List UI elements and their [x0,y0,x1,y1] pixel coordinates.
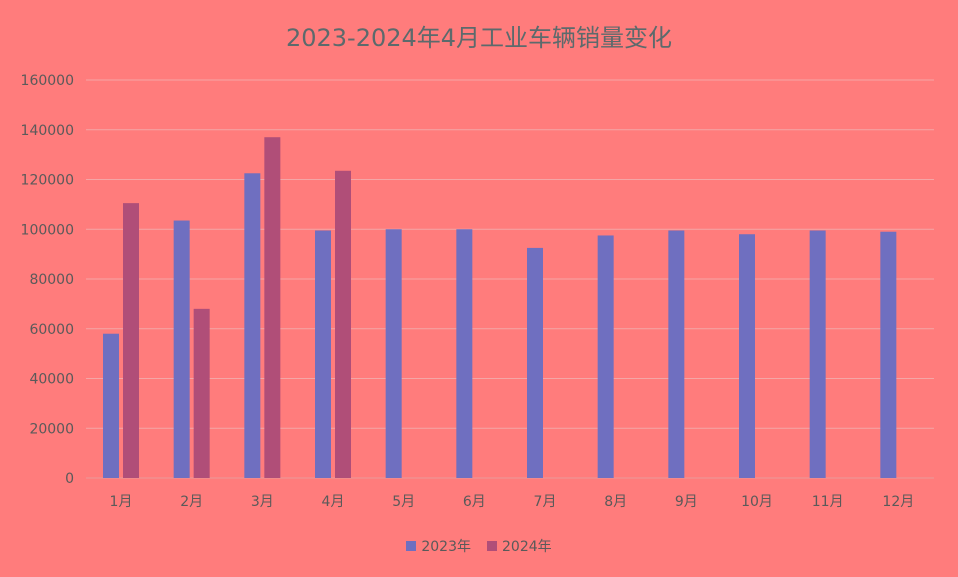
y-tick-label: 40000 [29,372,74,388]
bar-series1 [173,220,190,478]
x-tick-label: 7月 [534,494,557,510]
x-tick-label: 3月 [251,494,274,510]
x-tick-label: 6月 [463,494,486,510]
y-tick-label: 120000 [21,173,74,189]
legend-swatch [406,541,417,551]
legend-item: 2023年 [406,536,471,556]
x-tick-label: 8月 [604,494,627,510]
y-tick-label: 100000 [21,222,74,238]
legend: 2023年 2024年 [0,536,958,556]
x-tick-label: 4月 [322,494,345,510]
x-tick-label: 9月 [675,494,698,510]
bar-series1 [103,333,119,478]
y-tick-label: 0 [65,471,74,487]
x-tick-label: 1月 [110,494,133,510]
bar-series1 [244,173,261,478]
x-tick-label: 11月 [812,494,844,510]
x-tick-label: 2月 [180,494,203,510]
bar-series2 [123,203,139,478]
bar-series1 [385,229,402,478]
legend-item: 2024年 [487,536,552,556]
bar-series1 [315,230,331,478]
legend-swatch [487,541,497,551]
x-tick-label: 10月 [741,494,773,510]
bar-series1 [527,247,543,478]
bar-series2 [193,308,210,478]
y-tick-label: 60000 [29,322,74,338]
x-tick-label: 5月 [392,494,415,510]
y-tick-label: 20000 [29,421,74,437]
bar-series1 [739,234,755,478]
legend-label: 2024年 [502,539,552,555]
legend-label: 2023年 [421,539,471,555]
bar-series2 [264,137,281,478]
bar-series1 [880,231,897,478]
bar-series1 [668,230,685,478]
y-tick-label: 160000 [21,73,74,89]
y-tick-label: 80000 [29,272,74,288]
bar-series1 [597,235,614,478]
y-tick-label: 140000 [21,123,74,139]
x-tick-label: 12月 [882,494,914,510]
chart-title: 2023-2024年4月工业车辆销量变化 [285,24,673,52]
bar-series1 [456,229,473,478]
bar-series1 [809,230,826,478]
bar-series2 [335,170,351,478]
